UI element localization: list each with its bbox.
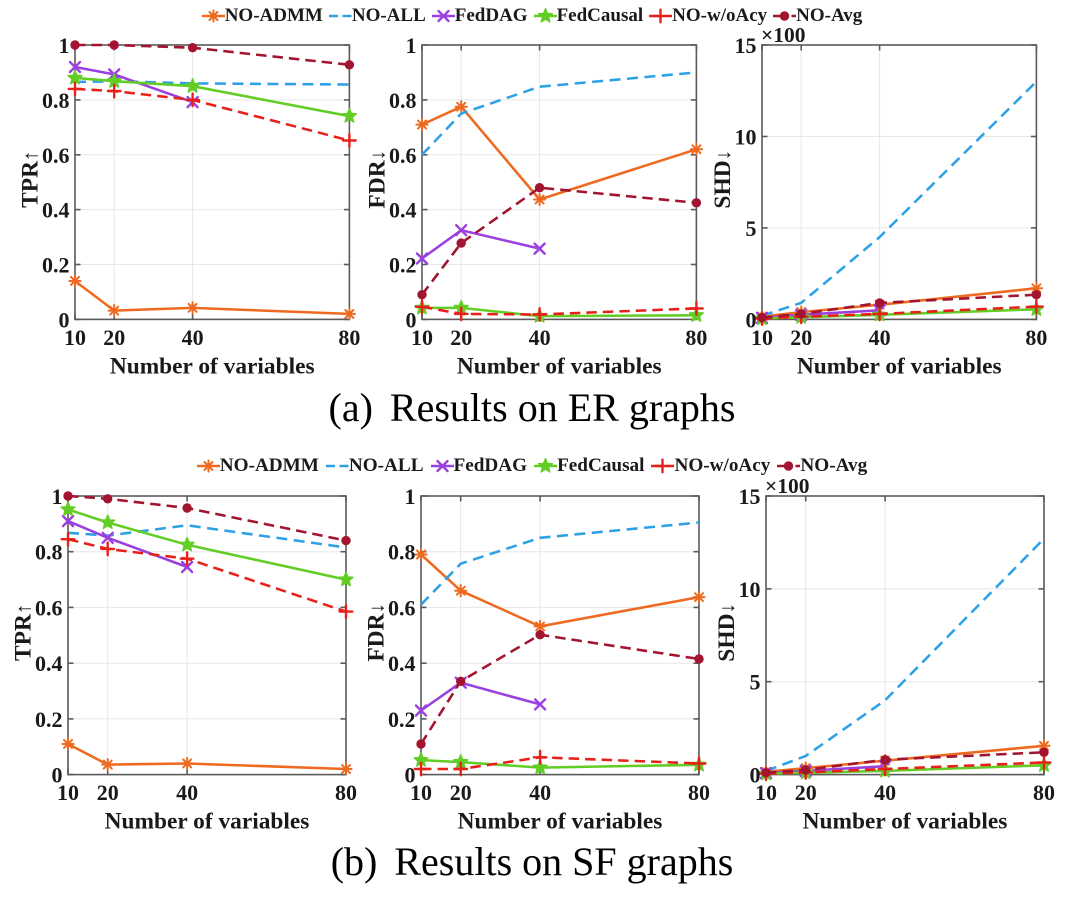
svg-text:20: 20 [450,325,472,350]
svg-text:0.2: 0.2 [35,707,62,732]
svg-text:FDR↓: FDR↓ [364,150,390,209]
svg-text:×100: ×100 [761,23,805,47]
svg-text:0.8: 0.8 [35,540,62,565]
svg-text:0.4: 0.4 [389,198,416,223]
svg-text:TPR↑: TPR↑ [11,604,37,661]
svg-text:0.8: 0.8 [388,540,415,565]
svg-text:0: 0 [405,763,416,788]
svg-text:0.6: 0.6 [388,596,415,621]
svg-text:15: 15 [735,33,757,58]
svg-text:0.4: 0.4 [388,651,415,676]
svg-text:0.6: 0.6 [42,143,69,168]
svg-text:20: 20 [795,780,817,805]
svg-text:80: 80 [339,325,361,350]
svg-text:0.2: 0.2 [42,252,69,277]
svg-text:10: 10 [738,577,760,602]
svg-text:10: 10 [735,124,757,149]
svg-text:0.2: 0.2 [389,252,416,277]
svg-text:10: 10 [755,780,777,805]
svg-text:0: 0 [405,307,416,332]
svg-text:0.8: 0.8 [389,88,416,113]
svg-text:0: 0 [59,307,70,332]
svg-text:Number of variables: Number of variables [105,809,310,835]
svg-text:Number of variables: Number of variables [457,353,662,379]
svg-text:10: 10 [751,325,773,350]
svg-text:0: 0 [749,763,760,788]
svg-text:80: 80 [1033,780,1055,805]
svg-text:10: 10 [411,325,433,350]
svg-text:TPR↑: TPR↑ [18,150,44,207]
svg-text:FDR↓: FDR↓ [364,603,390,662]
svg-text:SHD↓: SHD↓ [710,150,736,209]
svg-text:80: 80 [688,780,710,805]
svg-text:0.8: 0.8 [42,88,69,113]
svg-text:40: 40 [528,325,550,350]
svg-text:Number of variables: Number of variables [110,353,315,379]
svg-text:10: 10 [57,780,79,805]
svg-text:0.6: 0.6 [389,143,416,168]
svg-text:40: 40 [874,780,896,805]
svg-text:Number of variables: Number of variables [458,809,663,835]
svg-text:20: 20 [104,325,126,350]
svg-text:0: 0 [746,307,757,332]
svg-text:20: 20 [97,780,119,805]
svg-text:80: 80 [335,780,357,805]
svg-text:Number of variables: Number of variables [803,809,1008,835]
svg-text:15: 15 [738,484,760,509]
svg-text:40: 40 [182,325,204,350]
svg-text:5: 5 [746,216,757,241]
svg-text:10: 10 [410,780,432,805]
svg-text:1: 1 [405,484,416,509]
svg-text:80: 80 [1026,325,1048,350]
svg-text:1: 1 [405,33,416,58]
svg-text:0.4: 0.4 [42,198,69,223]
svg-text:0.6: 0.6 [35,596,62,621]
svg-text:20: 20 [450,780,472,805]
svg-text:0: 0 [52,763,63,788]
svg-text:40: 40 [176,780,198,805]
svg-text:Number of variables: Number of variables [797,353,1002,379]
svg-text:80: 80 [685,325,707,350]
svg-text:SHD↓: SHD↓ [714,603,740,662]
svg-text:1: 1 [59,33,70,58]
svg-text:1: 1 [52,484,63,509]
svg-text:20: 20 [791,325,813,350]
svg-text:40: 40 [869,325,891,350]
svg-text:×100: ×100 [765,474,809,498]
svg-text:40: 40 [529,780,551,805]
svg-text:0.4: 0.4 [35,651,62,676]
svg-text:0.2: 0.2 [388,707,415,732]
svg-text:10: 10 [64,325,86,350]
svg-text:5: 5 [749,670,760,695]
